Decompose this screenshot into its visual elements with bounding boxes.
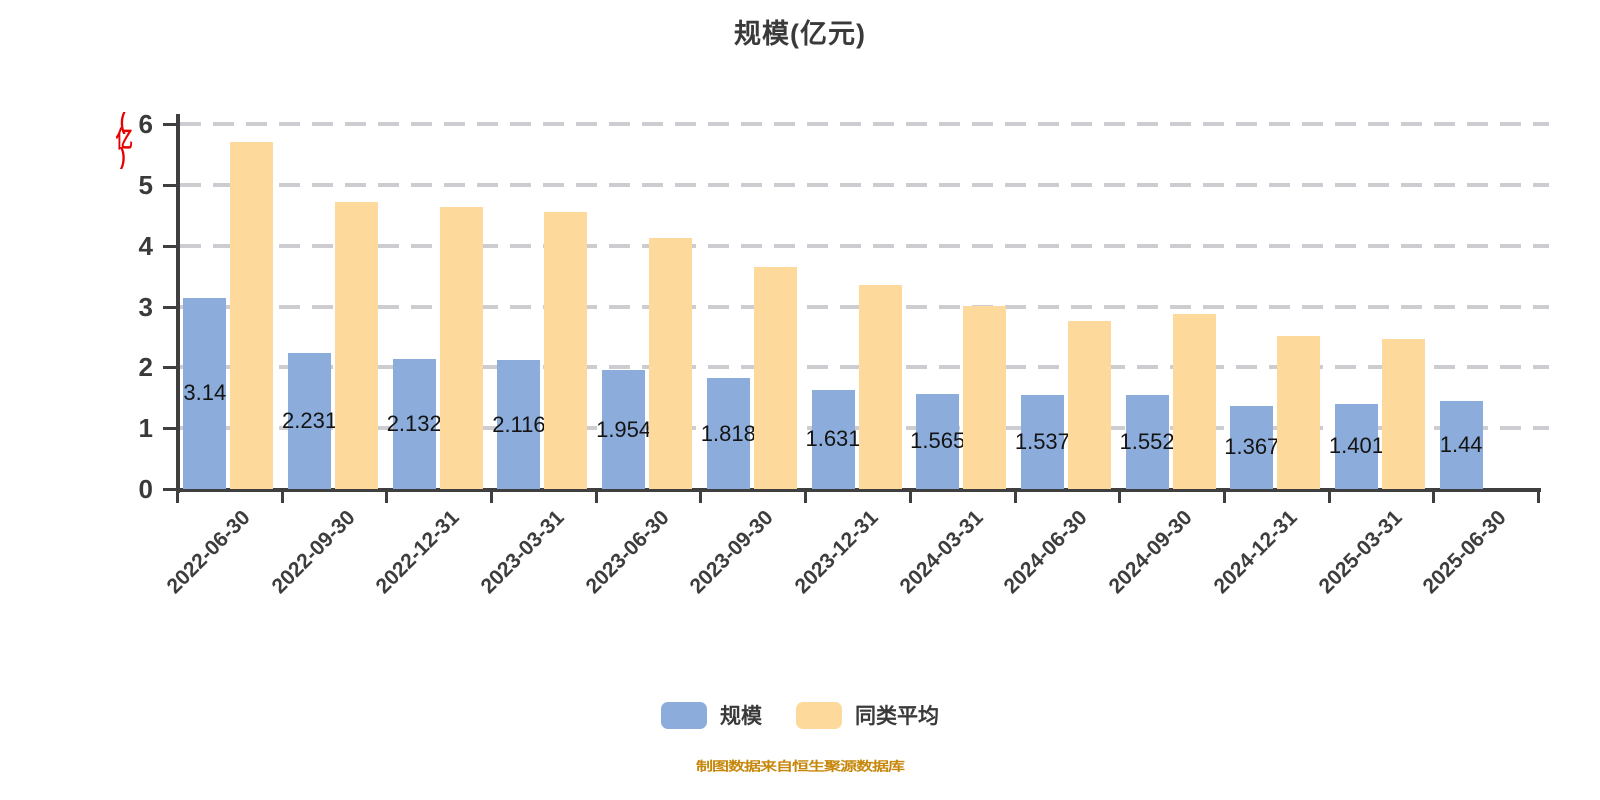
gridline-y-6 (180, 122, 1549, 126)
bar-value-label-2024-03-31: 1.565 (910, 428, 966, 454)
bar-average-2024-06-30 (1067, 321, 1111, 489)
x-tick-label-2025-03-31: 2025-03-31 (1314, 506, 1407, 599)
x-axis-tick-9 (1118, 492, 1122, 503)
legend-item-average[interactable]: 同类平均 (796, 700, 939, 730)
bar-scale-2025-06-30 (1439, 401, 1483, 489)
y-axis-unit-label: (亿) (113, 108, 133, 162)
x-axis-line (176, 488, 1541, 492)
x-tick-label-2022-09-30: 2022-09-30 (267, 506, 360, 599)
x-tick-label-2023-06-30: 2023-06-30 (581, 506, 674, 599)
bar-average-2023-12-31 (858, 285, 902, 489)
x-axis-tick-7 (908, 492, 912, 503)
y-axis-tick-0 (163, 488, 176, 491)
bar-scale-2024-12-31 (1230, 405, 1274, 489)
x-tick-label-2023-12-31: 2023-12-31 (790, 506, 883, 599)
data-source-note: 制图数据来自恒生聚源数据库 (696, 759, 905, 774)
bar-scale-2022-09-30 (288, 353, 332, 489)
bar-value-label-2023-09-30: 1.818 (700, 420, 756, 446)
y-axis-tick-1 (163, 427, 176, 431)
y-tick-label-5: 5 (138, 169, 153, 200)
y-tick-label-6: 6 (138, 109, 153, 139)
y-axis-tick-4 (163, 244, 176, 248)
bar-scale-2025-03-31 (1334, 403, 1378, 489)
gridline-y-5 (180, 182, 1549, 187)
bar-value-label-2024-09-30: 1.552 (1119, 428, 1175, 454)
bar-average-2024-03-31 (963, 305, 1007, 489)
x-axis-tick-6 (804, 492, 808, 503)
bar-scale-2024-03-31 (916, 393, 960, 489)
x-axis-tick-5 (699, 492, 703, 503)
x-tick-label-2023-03-31: 2023-03-31 (476, 506, 569, 599)
chart-title: 规模(亿元) (734, 19, 866, 49)
legend: 规模 同类平均 (0, 700, 1600, 730)
bar-scale-2023-03-31 (497, 360, 541, 489)
bar-scale-2022-12-31 (392, 359, 436, 489)
average-series-label: 同类平均 (855, 705, 939, 728)
x-tick-label-2024-03-31: 2024-03-31 (895, 506, 988, 599)
bar-average-2022-09-30 (335, 202, 379, 489)
bar-value-label-2022-09-30: 2.231 (282, 408, 338, 434)
x-tick-label-2024-12-31: 2024-12-31 (1209, 506, 1302, 599)
scale-series-label: 规模 (720, 705, 762, 728)
bar-average-2022-12-31 (439, 206, 483, 489)
bar-scale-2023-09-30 (706, 378, 750, 489)
x-axis-tick-4 (594, 492, 598, 503)
x-tick-label-2023-09-30: 2023-09-30 (685, 506, 779, 599)
bar-average-2023-03-31 (544, 212, 588, 489)
bar-average-2024-09-30 (1172, 314, 1216, 489)
x-axis-tick-0 (176, 492, 179, 503)
bar-scale-2022-06-30 (183, 297, 227, 489)
scale-series-swatch (661, 701, 707, 729)
y-axis-tick-3 (163, 305, 176, 309)
x-axis-tick-12 (1432, 492, 1436, 503)
x-axis-tick-10 (1222, 492, 1226, 503)
x-tick-label-2022-06-30: 2022-06-30 (162, 506, 255, 599)
y-axis-tick-2 (163, 366, 176, 370)
x-tick-label-2022-12-31: 2022-12-31 (371, 506, 464, 599)
bar-average-2024-12-31 (1277, 336, 1321, 489)
bar-value-label-2025-06-30: 1.44 (1439, 432, 1483, 458)
bar-value-label-2023-03-31: 2.116 (492, 411, 546, 437)
bar-average-2023-06-30 (649, 238, 693, 489)
bar-average-2022-06-30 (230, 142, 274, 489)
x-tick-label-2025-06-30: 2025-06-30 (1418, 506, 1511, 599)
x-axis-tick-1 (280, 492, 284, 503)
bar-value-label-2023-06-30: 1.954 (596, 416, 652, 442)
bar-scale-2023-06-30 (602, 370, 646, 489)
x-axis-tick-8 (1013, 492, 1017, 503)
bar-scale-2024-09-30 (1125, 394, 1169, 489)
y-axis-tick-5 (163, 183, 176, 187)
average-series-swatch (796, 701, 842, 729)
y-tick-label-0: 0 (138, 474, 153, 504)
bar-value-label-2022-12-31: 2.132 (386, 411, 442, 437)
y-tick-label-2: 2 (138, 352, 153, 383)
legend-item-scale[interactable]: 规模 (661, 700, 762, 730)
gridline-y-4 (180, 243, 1549, 248)
bar-value-label-2022-06-30: 3.14 (183, 380, 227, 406)
x-axis-tick-2 (385, 492, 389, 503)
bar-average-2023-09-30 (753, 266, 797, 489)
x-axis-tick-11 (1327, 492, 1331, 503)
bar-value-label-2023-12-31: 1.631 (805, 426, 861, 452)
bar-value-label-2024-06-30: 1.537 (1014, 429, 1070, 455)
x-tick-label-2024-06-30: 2024-06-30 (999, 506, 1093, 599)
bar-value-label-2025-03-31: 1.401 (1328, 433, 1384, 459)
bar-scale-2024-06-30 (1020, 395, 1064, 489)
x-tick-label-2024-09-30: 2024-09-30 (1104, 506, 1197, 599)
y-axis-tick-6 (163, 123, 176, 126)
bar-value-label-2024-12-31: 1.367 (1224, 434, 1280, 460)
x-axis-tick-3 (490, 492, 494, 503)
y-tick-label-1: 1 (138, 413, 153, 444)
bar-scale-2023-12-31 (811, 389, 855, 489)
y-tick-label-4: 4 (138, 230, 153, 261)
y-axis-line (176, 114, 180, 493)
x-axis-tick-13 (1537, 492, 1540, 503)
bar-average-2025-03-31 (1381, 338, 1425, 489)
y-tick-label-3: 3 (138, 291, 153, 322)
